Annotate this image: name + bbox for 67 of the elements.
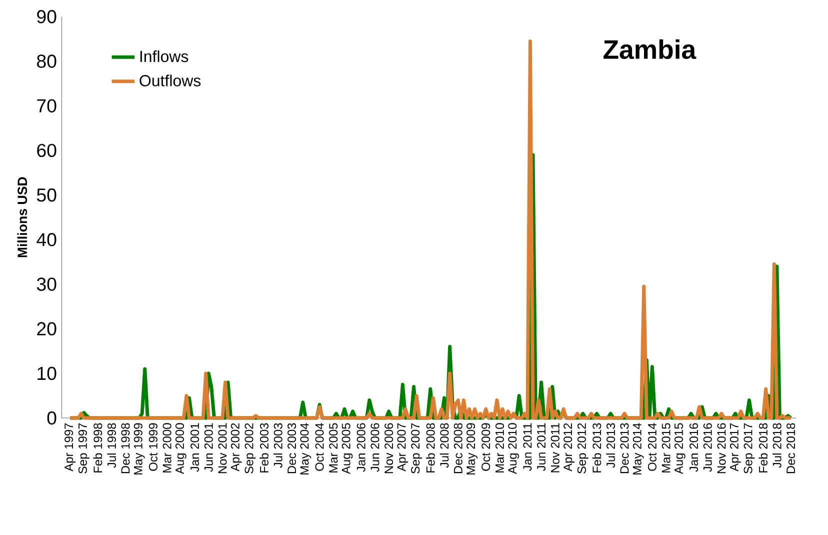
x-tick-label: Jul 2018 <box>772 423 782 468</box>
x-tick-label: Mar 2000 <box>162 423 172 472</box>
y-tick-label: 30 <box>36 278 56 291</box>
x-tick-label: May 2014 <box>632 423 644 474</box>
y-tick-label: 0 <box>47 411 56 425</box>
x-tick-label: Jul 2013 <box>606 423 616 468</box>
y-tick-label: 50 <box>36 188 56 202</box>
x-tick-label: Dec 2003 <box>288 423 296 474</box>
x-tick-label: Sep 2002 <box>244 423 256 474</box>
x-tick-label: Mar 2005 <box>329 423 338 472</box>
x-tick-label: Jul 1998 <box>107 423 116 468</box>
x-tick-label: Jul 2008 <box>440 423 449 468</box>
x-tick-label: Sep 2017 <box>744 423 755 474</box>
y-tick-label: 70 <box>37 99 56 112</box>
x-tick-label: Dec 2018 <box>786 423 796 474</box>
x-tick-label: Apr 2002 <box>230 423 242 472</box>
x-tick-label: Feb 2008 <box>426 423 435 472</box>
y-tick-label: 40 <box>36 233 56 246</box>
x-tick-label: Dec 2013 <box>620 423 629 474</box>
x-tick-label: Jun 2001 <box>204 423 213 472</box>
x-tick-label: Aug 2000 <box>175 423 186 474</box>
x-tick-label: Dec 2008 <box>454 423 462 474</box>
y-tick-label: 80 <box>37 54 56 68</box>
x-tick-label: Sep 1997 <box>78 423 90 474</box>
x-tick-label: Nov 2016 <box>717 423 726 474</box>
x-tick-label: Nov 2006 <box>384 423 394 474</box>
x-tick-label: Jan 2016 <box>690 423 698 472</box>
x-tick-label: May 2004 <box>300 423 312 474</box>
x-tick-label: Jan 2001 <box>190 423 200 472</box>
x-tick-label: Jul 2003 <box>274 423 282 468</box>
x-tick-label: Jun 2006 <box>370 423 380 472</box>
x-tick-label: Mar 2010 <box>495 423 504 472</box>
x-tick-label: Apr 2012 <box>564 423 574 472</box>
x-tick-label: Oct 1999 <box>148 423 158 471</box>
y-tick-label: 60 <box>37 144 56 158</box>
x-tick-label: Aug 2015 <box>674 423 686 474</box>
x-tick-label: Jun 2016 <box>703 423 712 472</box>
x-tick-label: Nov 2001 <box>218 423 227 474</box>
x-tick-label: May 1999 <box>134 423 145 474</box>
x-tick-label: Oct 2004 <box>315 423 324 471</box>
x-tick-label: Dec 1998 <box>121 423 130 474</box>
x-tick-label: Feb 1998 <box>93 423 102 472</box>
x-tick-label: Mar 2015 <box>662 423 670 472</box>
x-tick-label: Feb 2003 <box>260 423 268 472</box>
y-tick-label: 90 <box>37 10 56 24</box>
x-tick-label: Feb 2018 <box>758 423 768 472</box>
y-tick-label: 10 <box>38 366 56 380</box>
x-tick-label: Feb 2013 <box>592 423 602 472</box>
x-tick-label: Jun 2011 <box>537 423 546 471</box>
y-axis-title: Millions USD <box>17 177 28 258</box>
x-tick-label: Apr 2007 <box>397 423 408 472</box>
x-tick-label: Oct 2014 <box>648 423 656 471</box>
x-tick-label: Nov 2011 <box>550 423 560 472</box>
text: Zambia <box>604 39 696 60</box>
y-tick-label: 20 <box>37 322 56 336</box>
x-tick-label: Jan 2011 <box>523 423 532 471</box>
x-tick-label: May 2009 <box>466 423 478 474</box>
x-tick-label: Sep 2007 <box>411 423 422 474</box>
x-tick-label: Aug 2005 <box>342 423 353 474</box>
x-tick-label: Jan 2006 <box>356 423 366 472</box>
legend-label: Outflows <box>140 74 201 86</box>
x-tick-label: Apr 2017 <box>730 423 741 472</box>
x-tick-label: Aug 2010 <box>508 423 520 474</box>
x-tick-label: Apr 1997 <box>64 423 76 472</box>
x-tick-label: Oct 2009 <box>482 423 490 471</box>
legend-label: Inflows <box>140 50 188 62</box>
x-tick-label: Sep 2012 <box>577 423 588 474</box>
